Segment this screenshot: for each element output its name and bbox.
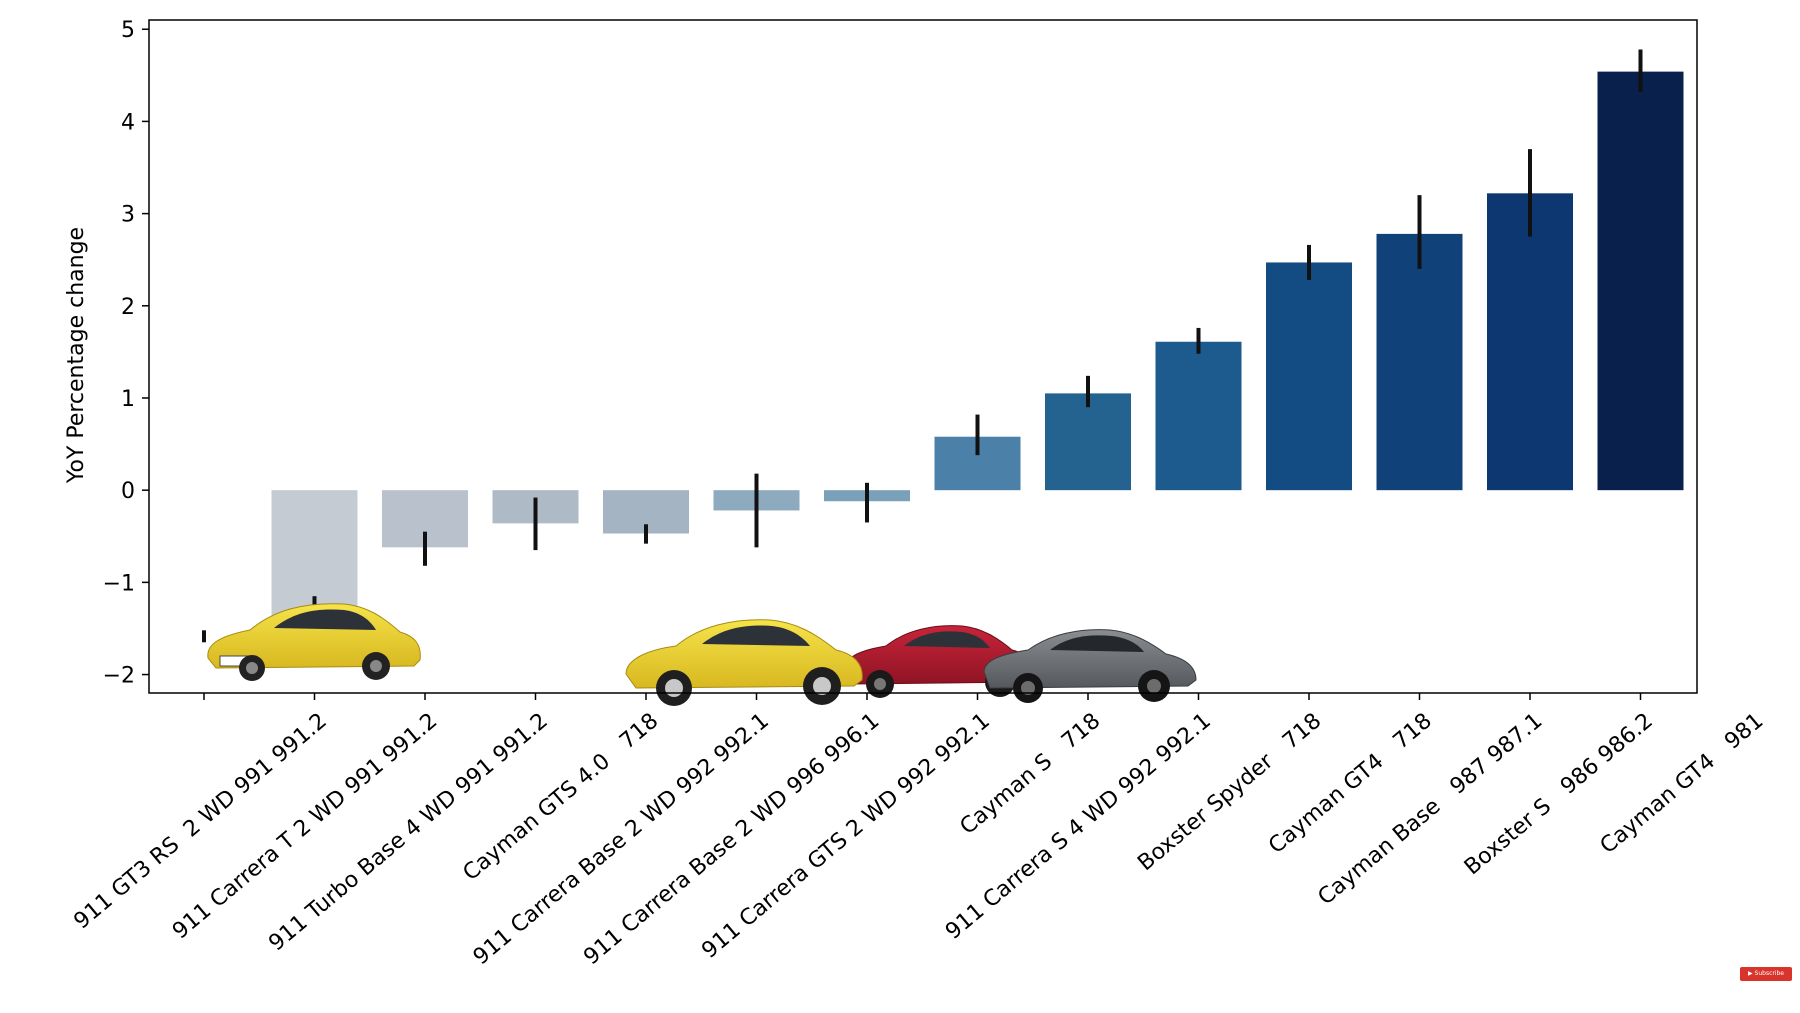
y-tick-label-3: 3 <box>121 203 135 228</box>
plot-frame <box>148 19 1698 694</box>
bar-14 <box>1597 71 1684 491</box>
y-tick-label-4: 2 <box>121 295 135 320</box>
bar-11 <box>1266 262 1352 491</box>
ticks-layer: 5 4 3 2 1 0 −1 −2 <box>103 18 1642 700</box>
y-tick-label-5: 1 <box>121 387 135 412</box>
yellow-porsche-992-icon <box>625 619 863 706</box>
x-tick-label-10: Boxster Spyder 718 <box>1133 708 1326 876</box>
error-bars-layer <box>202 49 1643 643</box>
y-tick-label-7: −1 <box>103 571 135 596</box>
subscribe-badge-icon[interactable]: ▶ Subscribe <box>1740 967 1792 981</box>
bars-layer <box>271 71 1684 629</box>
x-tick-label-4: Cayman GTS 4.0 718 <box>459 708 664 885</box>
y-tick-label-8: −2 <box>103 664 135 689</box>
bar-12 <box>1376 233 1463 491</box>
y-axis-label: YoY Percentage change <box>64 227 89 484</box>
bar-13 <box>1487 193 1573 491</box>
y-tick-label-2: 4 <box>121 110 135 135</box>
axes-layer <box>148 19 1698 694</box>
bar-9 <box>1045 393 1131 491</box>
grey-porsche-992-icon <box>983 629 1197 703</box>
y-tick-label-1: 5 <box>121 18 135 43</box>
x-tick-label-12: Cayman Base 987 987.1 <box>1314 708 1548 910</box>
x-tick-label-13: Boxster S 986 986.2 <box>1460 708 1658 880</box>
y-tick-label-6: 0 <box>121 479 135 504</box>
yellow-porsche-911-icon <box>207 603 421 681</box>
bar-10 <box>1155 341 1242 491</box>
